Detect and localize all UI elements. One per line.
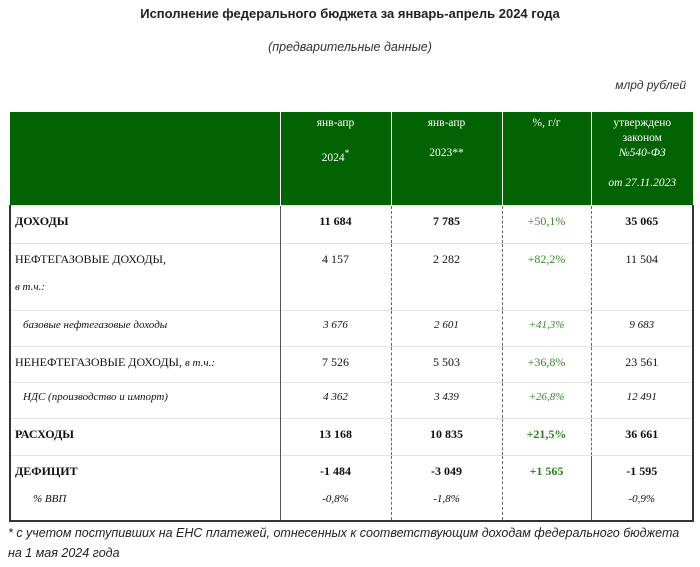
cell-law: 12 491 — [590, 382, 694, 419]
table-row: базовые нефтегазовые доходы 3 676 2 601 … — [9, 310, 694, 347]
row-label: ДЕФИЦИТ% ВВП — [9, 455, 280, 522]
cell-law: 23 561 — [590, 346, 694, 383]
cell-2024: 11 684 — [279, 205, 391, 244]
table-row: НЕФТЕГАЗОВЫЕ ДОХОДЫ, в т.ч.: 4 157 2 282 … — [9, 243, 694, 311]
header-law: утверждено законом №540-ФЗ от 27.11.2023 — [590, 112, 693, 206]
table-row: НЕНЕФТЕГАЗОВЫЕ ДОХОДЫ, в т.ч.: 7 526 5 5… — [9, 346, 694, 383]
page-subtitle: (предварительные данные) — [268, 40, 432, 54]
cell-2023: -3 049 -1,8% — [390, 455, 502, 522]
cell-2024: 3 676 — [279, 310, 391, 347]
cell-yoy: +41,3% — [501, 310, 591, 347]
cell-2023: 2 282 — [390, 243, 502, 311]
row-label: НЕФТЕГАЗОВЫЕ ДОХОДЫ, в т.ч.: — [9, 243, 280, 311]
cell-2024: 13 168 — [279, 418, 391, 456]
cell-yoy: +50,1% — [501, 205, 591, 244]
row-label: РАСХОДЫ — [9, 418, 280, 456]
table-row: РАСХОДЫ 13 168 10 835 +21,5% 36 661 — [9, 418, 694, 456]
units-label: млрд рублей — [615, 78, 686, 92]
cell-2024: 4 362 — [279, 382, 391, 419]
cell-yoy: +36,8% — [501, 346, 591, 383]
header-2023: янв-апр 2023** — [390, 112, 502, 206]
cell-law: 36 661 — [590, 418, 694, 456]
cell-2023: 2 601 — [390, 310, 502, 347]
footnote: * с учетом поступивших на ЕНС платежей, … — [8, 526, 680, 560]
cell-law: -1 595 -0,9% — [590, 455, 694, 522]
cell-law: 9 683 — [590, 310, 694, 347]
cell-2024: -1 484 -0,8% — [279, 455, 391, 522]
cell-2023: 3 439 — [390, 382, 502, 419]
table-row: ДОХОДЫ 11 684 7 785 +50,1% 35 065 — [9, 205, 694, 244]
cell-2024: 7 526 — [279, 346, 391, 383]
row-label: базовые нефтегазовые доходы — [9, 310, 280, 347]
cell-law: 35 065 — [590, 205, 694, 244]
row-label: ДОХОДЫ — [9, 205, 280, 244]
cell-2023: 5 503 — [390, 346, 502, 383]
table-row: ДЕФИЦИТ% ВВП -1 484 -0,8% -3 049 -1,8% +1 … — [9, 455, 694, 522]
table-row: НДС (производство и импорт) 4 362 3 439 … — [9, 382, 694, 419]
cell-yoy: +26,8% — [501, 382, 591, 419]
header-empty — [10, 112, 280, 206]
header-yoy: %, г/г — [501, 112, 591, 206]
cell-yoy: +1 565 — [501, 455, 591, 522]
cell-2024: 4 157 — [279, 243, 391, 311]
header-2024: янв-апр 2024* — [279, 112, 391, 206]
budget-table: янв-апр 2024* янв-апр 2023** %, г/г утверж… — [9, 112, 694, 522]
cell-law: 11 504 — [590, 243, 694, 311]
cell-yoy: +82,2% — [501, 243, 591, 311]
table-header: янв-апр 2024* янв-апр 2023** %, г/г утверж… — [10, 112, 693, 206]
cell-2023: 7 785 — [390, 205, 502, 244]
row-label: НДС (производство и импорт) — [9, 382, 280, 419]
row-label: НЕНЕФТЕГАЗОВЫЕ ДОХОДЫ, в т.ч.: — [9, 346, 280, 383]
cell-yoy: +21,5% — [501, 418, 591, 456]
page-title: Исполнение федерального бюджета за январ… — [140, 6, 560, 21]
cell-2023: 10 835 — [390, 418, 502, 456]
